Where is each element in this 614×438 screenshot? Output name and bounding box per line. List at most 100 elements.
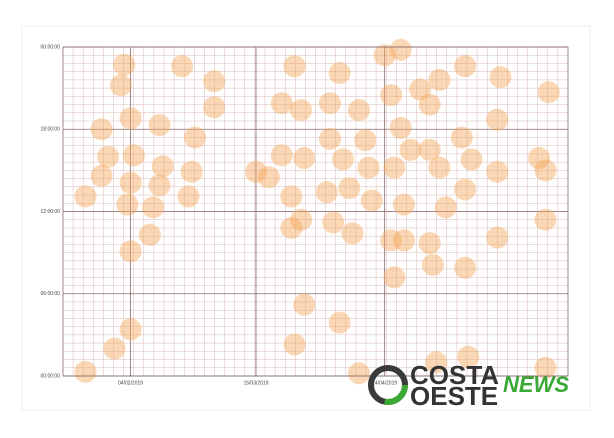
y-tick-label: 18:00:00 — [41, 127, 61, 133]
point — [454, 55, 477, 78]
point — [138, 223, 161, 246]
point — [534, 208, 557, 231]
point — [151, 155, 174, 178]
point — [389, 38, 412, 61]
point — [90, 118, 113, 141]
point — [119, 318, 142, 341]
logo-text: COSTA — [410, 360, 499, 390]
point — [113, 53, 136, 76]
point — [119, 107, 142, 130]
point — [97, 145, 120, 168]
point — [418, 138, 441, 161]
point — [360, 189, 383, 212]
point — [203, 96, 226, 119]
point — [399, 138, 422, 161]
point — [454, 256, 477, 279]
point — [315, 181, 338, 204]
point — [328, 62, 351, 85]
point — [434, 196, 457, 219]
point — [318, 92, 341, 115]
point — [425, 351, 448, 374]
point — [203, 70, 226, 93]
point — [148, 174, 171, 197]
logo-text: OESTE — [410, 381, 498, 411]
point — [183, 126, 206, 149]
point — [116, 193, 139, 216]
y-tick-label: 12:00:00 — [41, 209, 61, 215]
point — [283, 55, 306, 78]
point — [293, 147, 316, 170]
point — [380, 83, 403, 106]
point — [418, 232, 441, 255]
point — [103, 337, 126, 360]
point — [331, 148, 354, 171]
x-tick-label: 24/04/2019 — [372, 380, 397, 386]
point — [119, 240, 142, 263]
point — [109, 74, 132, 97]
point — [383, 156, 406, 179]
grid — [63, 46, 568, 377]
logo: COSTA OESTE NEWS — [368, 360, 569, 411]
point — [392, 193, 415, 216]
point — [450, 126, 473, 149]
point — [418, 93, 441, 116]
point — [280, 185, 303, 208]
point — [290, 208, 313, 231]
point — [457, 345, 480, 368]
point — [318, 127, 341, 150]
axes: 00:00:00 06:00:00 12:00:00 18:00:00 00:00:00… — [41, 44, 569, 386]
point — [534, 356, 557, 379]
point — [373, 44, 396, 67]
point — [180, 160, 203, 183]
point — [328, 311, 351, 334]
point — [392, 229, 415, 252]
point — [489, 66, 512, 89]
point — [293, 293, 316, 316]
point — [409, 78, 432, 101]
point — [354, 129, 377, 152]
point — [486, 160, 509, 183]
y-tick-label: 06:00:00 — [41, 291, 61, 297]
point — [341, 222, 364, 245]
point — [270, 144, 293, 167]
point — [322, 211, 345, 234]
point — [347, 362, 370, 385]
point — [428, 68, 451, 91]
point — [244, 160, 267, 183]
point — [122, 144, 145, 167]
point — [428, 156, 451, 179]
card — [21, 25, 591, 411]
point — [90, 164, 113, 187]
point — [528, 147, 551, 170]
point — [421, 253, 444, 276]
point — [74, 185, 97, 208]
point — [389, 116, 412, 139]
point — [177, 185, 200, 208]
point — [142, 196, 165, 219]
y-tick-label: 00:00:00 — [41, 44, 61, 50]
point — [460, 148, 483, 171]
points — [74, 38, 560, 385]
point — [283, 333, 306, 356]
point — [380, 229, 403, 252]
x-tick-label: 04/02/2019 — [118, 380, 143, 386]
point — [537, 81, 560, 104]
point — [534, 159, 557, 182]
point — [280, 216, 303, 239]
point — [74, 360, 97, 383]
point — [119, 171, 142, 194]
point — [357, 156, 380, 179]
plot-frame — [62, 46, 569, 377]
y-tick-label: 00:00:00 — [41, 373, 61, 379]
point — [347, 99, 370, 122]
point — [171, 55, 194, 78]
point — [486, 108, 509, 131]
point — [148, 114, 171, 137]
point — [257, 166, 280, 189]
point — [270, 92, 293, 115]
point — [338, 177, 361, 200]
x-tick-label: 15/03/2019 — [243, 380, 268, 386]
logo-tag: NEWS — [503, 372, 569, 397]
